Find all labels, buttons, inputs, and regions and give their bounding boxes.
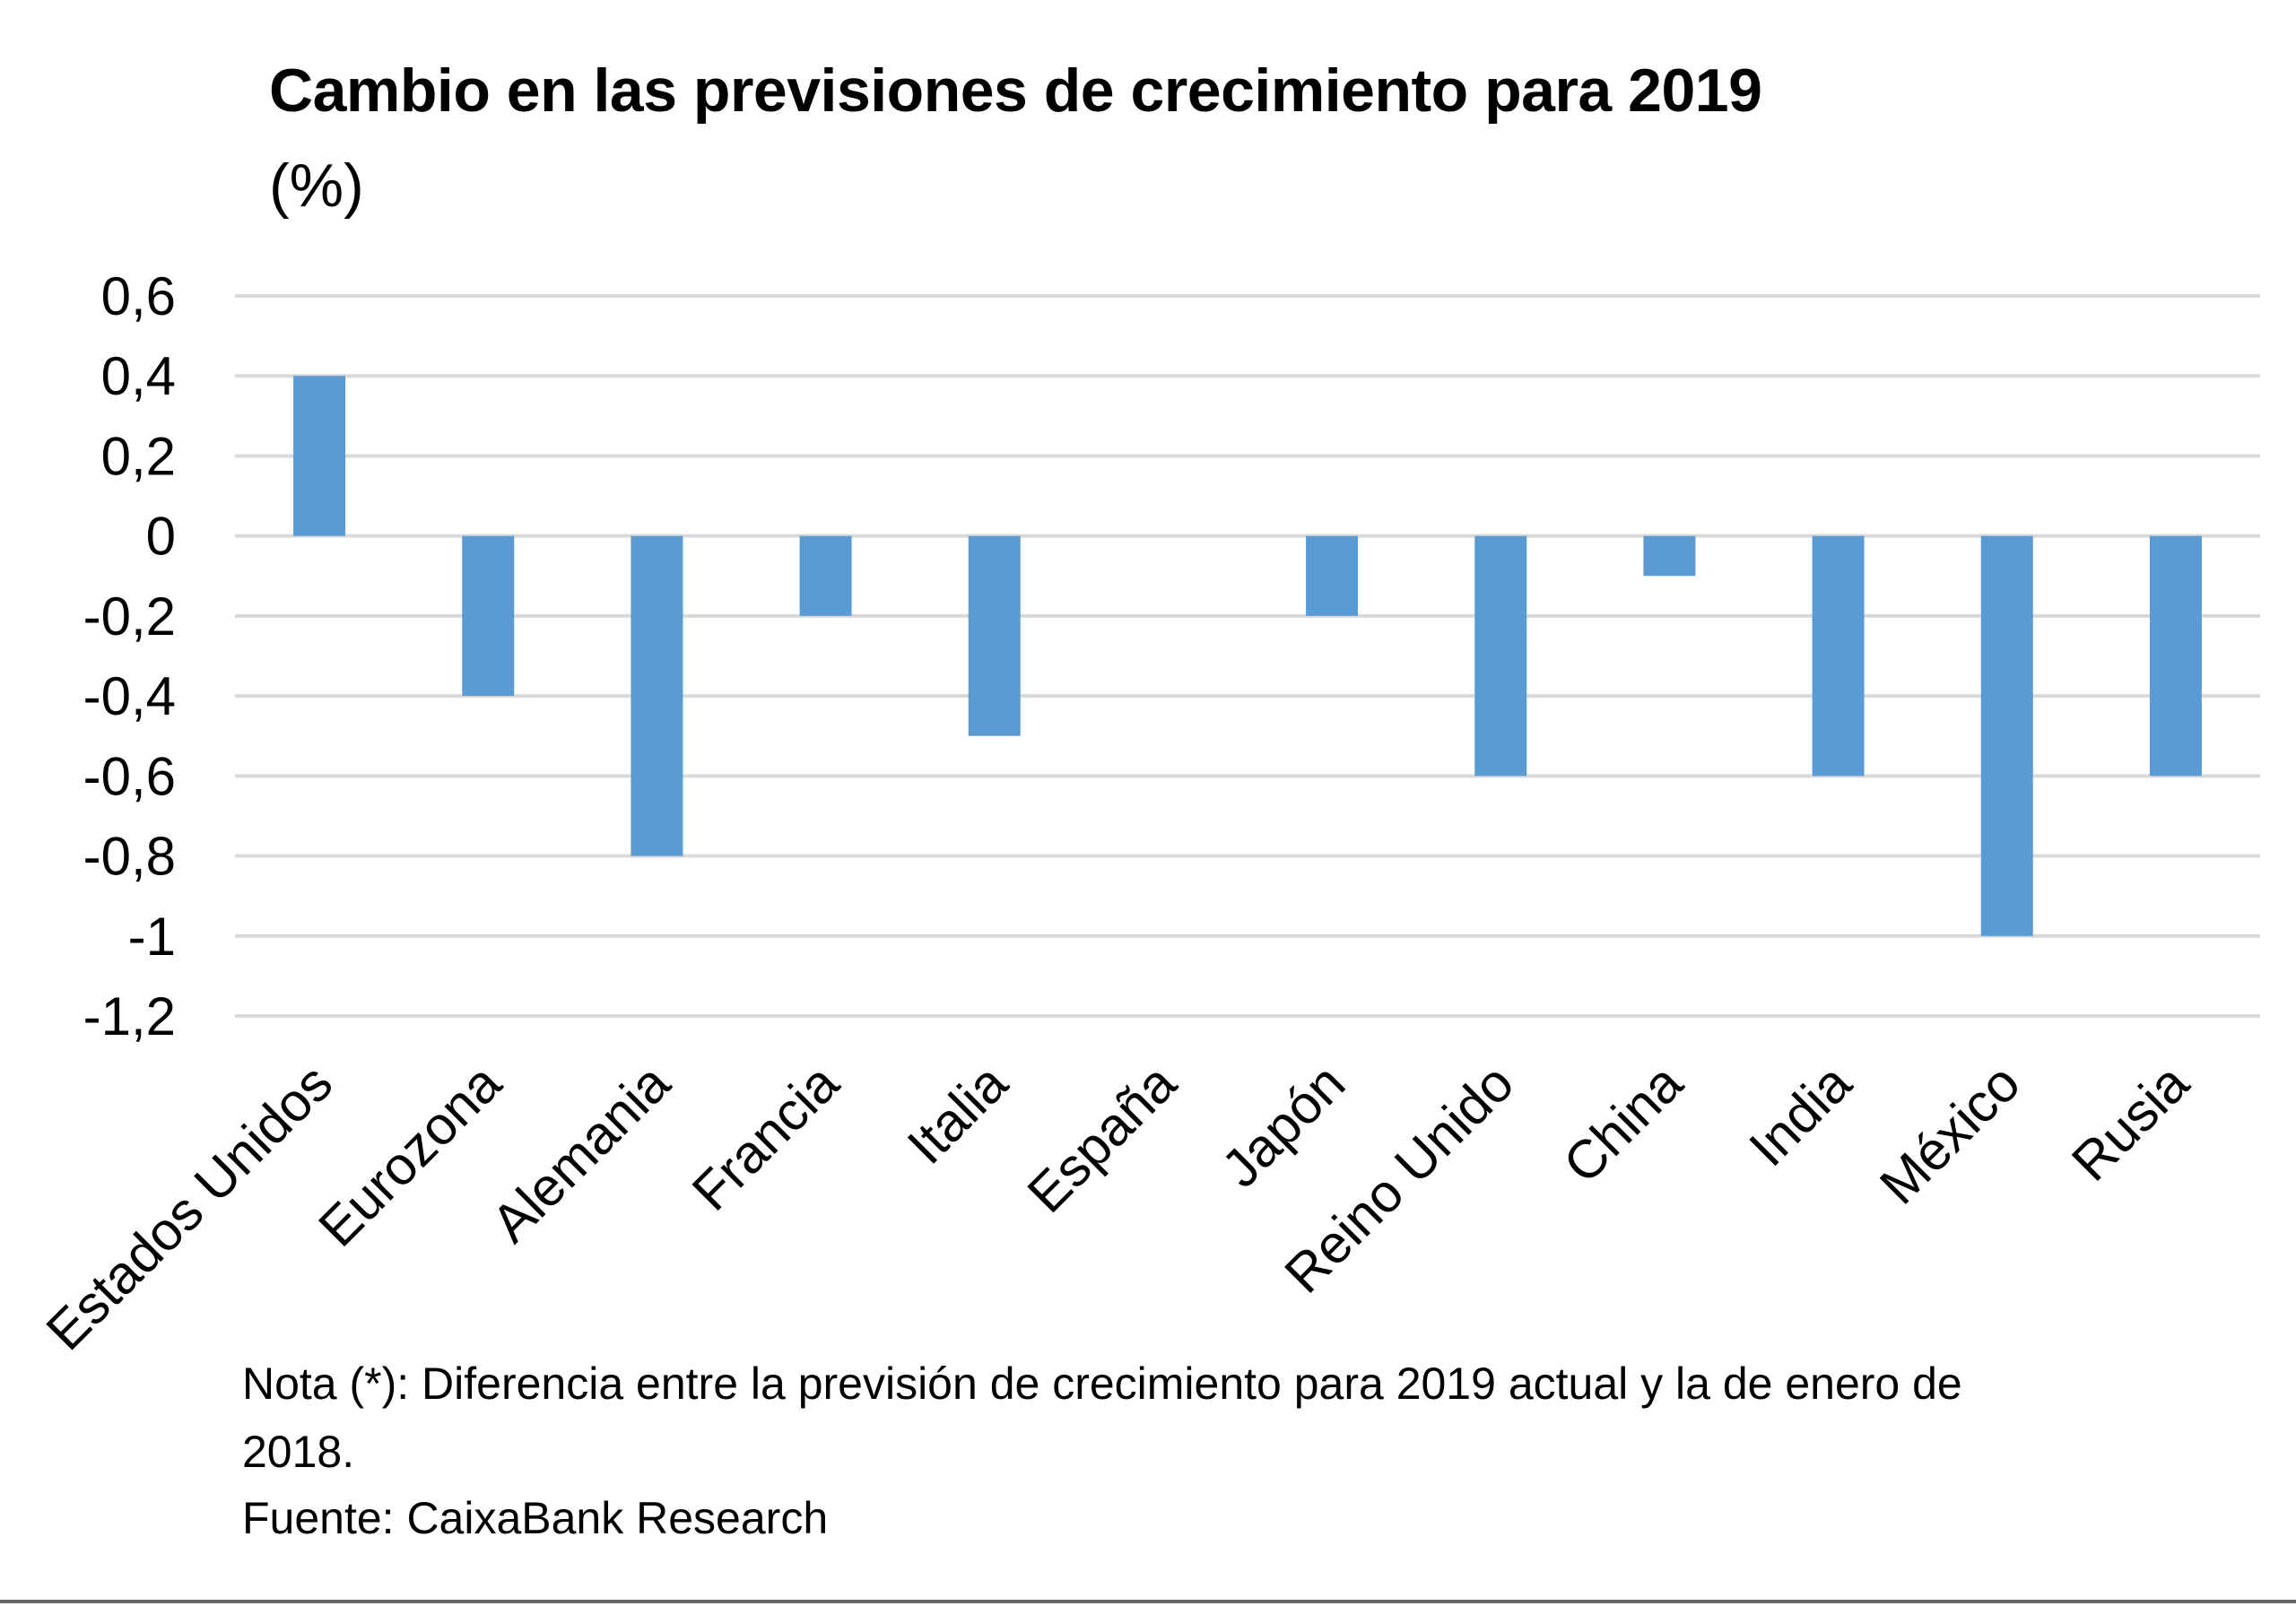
y-tick-label: 0,6 [101,266,176,326]
y-axis-ticks: 0,6 0,4 0,2 0 -0,2 -0,4 -0,6 -0,8 -1 -1,2 [83,266,176,1046]
bar [631,535,683,856]
x-category-label: Rusia [2060,1052,2200,1192]
y-tick-label: 0,4 [101,346,176,406]
bar [1812,535,1865,777]
y-tick-label: -0,4 [83,666,176,726]
x-category-label: India [1737,1052,1863,1177]
x-category-label: Eurozona [307,1052,512,1257]
x-category-label: Alemania [480,1052,682,1254]
chart-title: Cambio en las previsiones de crecimiento… [269,56,1762,125]
note-line-1: Nota (*): Diferencia entre la previsión … [242,1359,1962,1409]
bottom-divider [0,1600,2296,1603]
y-tick-label: -0,2 [83,586,176,647]
x-category-label: México [1868,1053,2031,1216]
gridlines [235,294,2260,1018]
bars [293,376,2202,936]
y-tick-label: 0,2 [101,426,176,486]
x-category-label: España [1016,1052,1188,1224]
y-tick-label: -0,8 [83,827,176,887]
bar [1980,535,2033,936]
y-tick-label: -1 [128,907,176,967]
x-category-label: Italia [896,1052,1019,1175]
bar [799,535,852,616]
bar [2149,535,2202,777]
chart-subtitle: (%) [269,152,364,220]
source-note: Fuente: CaixaBank Research [242,1493,829,1543]
x-category-label: Japón [1210,1053,1356,1199]
y-tick-label: 0 [146,507,176,567]
x-category-label: China [1552,1052,1694,1194]
x-category-label: Estados Unidos [35,1053,344,1362]
bar [968,535,1021,736]
y-tick-label: -1,2 [83,986,176,1046]
bar [1474,535,1527,777]
bar [1306,535,1359,616]
bar [293,376,346,536]
bar [462,535,515,697]
note-line-2: 2018. [242,1427,355,1477]
bar [1643,535,1696,577]
y-tick-label: -0,6 [83,746,176,806]
x-category-label: Francia [681,1052,850,1221]
bar-chart: 0,6 0,4 0,2 0 -0,2 -0,4 -0,6 -0,8 -1 -1,2 Estados… [35,266,2260,1361]
